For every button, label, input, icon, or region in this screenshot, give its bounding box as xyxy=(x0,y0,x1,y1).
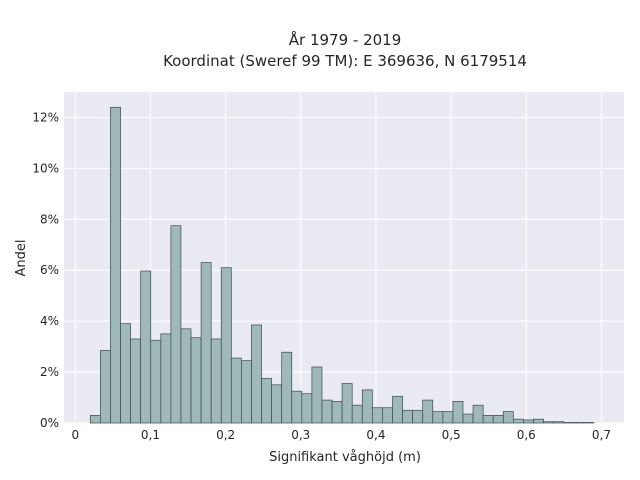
histogram-bar xyxy=(130,338,142,424)
histogram-bar xyxy=(533,418,544,424)
x-tick-label: 0,3 xyxy=(291,428,310,442)
histogram-bar xyxy=(462,413,474,424)
histogram-bar xyxy=(220,267,232,424)
x-tick-label: 0,4 xyxy=(366,428,385,442)
x-tick-label: 0 xyxy=(71,428,79,442)
x-tick-label: 0,6 xyxy=(517,428,536,442)
histogram-bar xyxy=(412,409,424,424)
histogram-bar xyxy=(502,411,514,424)
y-tick-label: 4% xyxy=(40,314,59,328)
histogram-bar xyxy=(422,399,434,424)
y-tick-label: 8% xyxy=(40,212,59,226)
histogram-bar xyxy=(230,357,242,424)
histogram-bar xyxy=(382,407,393,424)
histogram-bar xyxy=(210,338,222,424)
x-tick-label: 0,5 xyxy=(442,428,461,442)
x-tick-label: 0,2 xyxy=(216,428,235,442)
y-axis-ticks: 0% 2% 4% 6% 8% 10% 12% xyxy=(32,110,59,430)
y-tick-label: 12% xyxy=(32,110,59,124)
histogram-bar xyxy=(110,106,121,424)
histogram-bar xyxy=(100,350,111,424)
histogram-bar xyxy=(89,415,101,424)
histogram-bar xyxy=(492,415,504,424)
histogram-bar xyxy=(583,422,595,424)
y-axis-label: Andel xyxy=(14,240,29,277)
histogram-bar xyxy=(271,384,283,424)
histogram-bar xyxy=(251,324,262,424)
histogram-bar xyxy=(190,337,202,424)
histogram-bar xyxy=(472,404,484,424)
histogram-bar xyxy=(482,415,494,424)
x-axis-ticks: 0 0,1 0,2 0,3 0,4 0,5 0,6 0,7 xyxy=(71,428,611,442)
histogram-bar xyxy=(523,419,534,424)
x-tick-label: 0,1 xyxy=(141,428,160,442)
histogram-bar xyxy=(553,421,565,424)
chart-title: År 1979 - 2019 xyxy=(289,30,402,49)
histogram-bar xyxy=(150,339,162,424)
histogram-bar xyxy=(392,395,403,424)
histogram-bar xyxy=(321,399,333,424)
histogram-bar xyxy=(331,401,343,424)
histogram-bar xyxy=(160,333,172,424)
histogram-bar xyxy=(513,418,524,424)
chart-subtitle: Koordinat (Sweref 99 TM): E 369636, N 61… xyxy=(163,52,527,70)
histogram-bar xyxy=(180,328,192,424)
histogram-bar xyxy=(432,411,444,424)
histogram-bar xyxy=(361,389,373,424)
histogram-bar xyxy=(140,270,152,424)
histogram-bar xyxy=(563,422,575,424)
histogram-bar xyxy=(120,323,131,424)
histogram-bar xyxy=(341,383,353,424)
histogram-bar xyxy=(371,407,383,424)
y-tick-label: 10% xyxy=(32,161,59,175)
histogram-bar xyxy=(200,262,212,424)
y-tick-label: 2% xyxy=(40,365,59,379)
y-tick-label: 0% xyxy=(40,416,59,430)
histogram-bars xyxy=(89,106,595,424)
histogram-bar xyxy=(301,393,313,424)
histogram-bar xyxy=(261,378,272,424)
x-axis-label: Signifikant våghöjd (m) xyxy=(269,450,421,465)
histogram-bar xyxy=(281,351,293,424)
y-tick-label: 6% xyxy=(40,263,59,277)
histogram-bar xyxy=(442,411,454,424)
histogram-bar xyxy=(402,409,413,424)
histogram-bar xyxy=(351,404,363,424)
histogram-bar xyxy=(291,390,303,424)
histogram-bar xyxy=(311,366,323,424)
histogram-bar xyxy=(452,401,464,424)
histogram-bar xyxy=(241,360,252,424)
histogram-bar xyxy=(573,422,585,424)
histogram-bar xyxy=(170,225,182,424)
x-tick-label: 0,7 xyxy=(592,428,611,442)
histogram-bar xyxy=(543,421,554,424)
